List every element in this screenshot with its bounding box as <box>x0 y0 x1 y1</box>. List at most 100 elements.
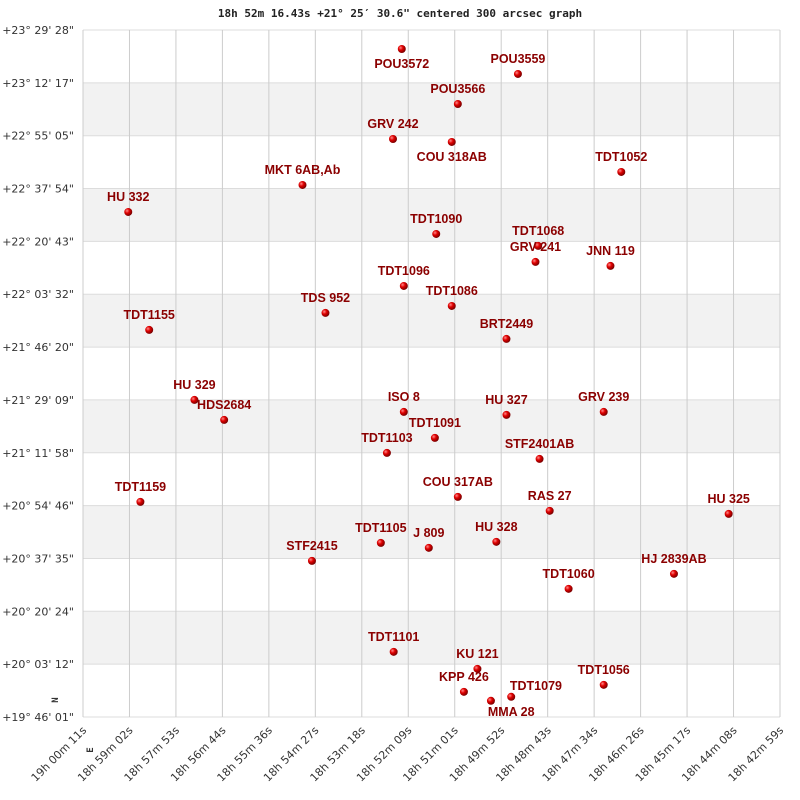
y-tick-label: +20° 37' 35" <box>2 552 74 565</box>
star-marker[interactable] <box>724 509 733 518</box>
star-point[interactable]: HJ 2839AB <box>641 552 707 578</box>
star-marker[interactable] <box>453 492 462 501</box>
plot-band <box>83 188 780 242</box>
star-label: TDT1096 <box>378 264 430 278</box>
star-label: RAS 27 <box>528 489 572 503</box>
star-label: POU3559 <box>490 52 545 66</box>
star-point[interactable]: TDS 952 <box>301 291 350 317</box>
star-point[interactable]: HU 327 <box>485 393 528 419</box>
star-point[interactable]: HDS2684 <box>197 398 251 424</box>
star-marker[interactable] <box>492 537 501 546</box>
star-marker[interactable] <box>502 334 511 343</box>
star-marker[interactable] <box>453 99 462 108</box>
y-tick-label: +21° 29' 09" <box>2 394 74 407</box>
star-marker[interactable] <box>502 410 511 419</box>
star-point[interactable]: TDT1103 <box>361 431 413 457</box>
star-marker[interactable] <box>447 301 456 310</box>
star-marker[interactable] <box>307 556 316 565</box>
star-marker[interactable] <box>220 415 229 424</box>
star-label: KPP 426 <box>439 670 489 684</box>
star-marker[interactable] <box>389 134 398 143</box>
star-point[interactable]: GRV 241 <box>510 240 561 266</box>
star-marker[interactable] <box>190 395 199 404</box>
star-marker[interactable] <box>486 696 495 705</box>
star-point[interactable]: ISO 8 <box>388 390 420 416</box>
star-label: J 809 <box>413 526 444 540</box>
star-marker[interactable] <box>534 241 543 250</box>
star-marker[interactable] <box>599 407 608 416</box>
star-point[interactable]: POU3572 <box>374 45 429 71</box>
star-label: HU 325 <box>707 492 749 506</box>
star-marker[interactable] <box>399 407 408 416</box>
star-point[interactable]: TDT1159 <box>115 480 166 506</box>
star-marker[interactable] <box>424 543 433 552</box>
star-marker[interactable] <box>545 506 554 515</box>
star-point[interactable]: COU 318AB <box>417 137 487 164</box>
star-label: GRV 242 <box>367 117 418 131</box>
star-point[interactable]: HU 329 <box>173 378 216 404</box>
y-tick-label: +20° 03' 12" <box>2 658 74 671</box>
star-point[interactable]: HU 328 <box>475 520 518 546</box>
star-marker[interactable] <box>145 325 154 334</box>
star-point[interactable]: MMA 28 <box>488 692 535 719</box>
star-point[interactable]: STF2401AB <box>505 437 574 463</box>
star-marker[interactable] <box>432 229 441 238</box>
star-point[interactable]: J 809 <box>413 526 444 552</box>
star-marker[interactable] <box>459 687 468 696</box>
star-point[interactable]: GRV 242 <box>367 117 419 143</box>
star-point[interactable]: HU 325 <box>707 492 750 518</box>
star-marker[interactable] <box>535 454 544 463</box>
star-point[interactable]: MKT 6AB,Ab <box>265 163 341 189</box>
star-marker[interactable] <box>376 538 385 547</box>
star-marker[interactable] <box>399 281 408 290</box>
star-point[interactable]: TDT1086 <box>426 284 478 310</box>
star-point[interactable]: TDT1101 <box>368 630 419 656</box>
star-label: TDT1159 <box>115 480 166 494</box>
star-point[interactable]: BRT2449 <box>480 317 534 343</box>
star-point[interactable]: TDT1060 <box>543 567 595 593</box>
star-point[interactable]: TDT1105 <box>355 521 407 547</box>
y-tick-label: +22° 03' 32" <box>2 288 74 301</box>
star-marker[interactable] <box>397 45 406 54</box>
star-point[interactable]: TDT1091 <box>409 416 461 442</box>
star-marker[interactable] <box>389 647 398 656</box>
star-marker[interactable] <box>124 207 133 216</box>
star-point[interactable]: HU 332 <box>107 190 149 216</box>
star-point[interactable]: RAS 27 <box>528 489 572 515</box>
star-point[interactable]: TDT1079 <box>486 679 562 705</box>
star-point[interactable]: TDT1155 <box>123 308 175 334</box>
star-marker[interactable] <box>513 69 522 78</box>
star-point[interactable]: TDT1052 <box>595 150 647 176</box>
star-point[interactable]: KPP 426 <box>439 670 489 696</box>
star-point[interactable]: GRV 239 <box>578 390 629 416</box>
star-point[interactable]: POU3559 <box>490 52 545 78</box>
star-marker[interactable] <box>430 433 439 442</box>
star-marker[interactable] <box>382 448 391 457</box>
star-label: POU3566 <box>430 82 485 96</box>
star-marker[interactable] <box>447 137 456 146</box>
star-marker[interactable] <box>298 180 307 189</box>
star-marker[interactable] <box>564 584 573 593</box>
star-point[interactable]: KU 121 <box>456 647 499 673</box>
star-point[interactable]: COU 317AB <box>423 475 493 501</box>
star-marker[interactable] <box>473 664 482 673</box>
star-marker[interactable] <box>599 680 608 689</box>
star-marker[interactable] <box>669 569 678 578</box>
star-marker[interactable] <box>617 167 626 176</box>
star-label: GRV 239 <box>578 390 629 404</box>
star-marker[interactable] <box>136 497 145 506</box>
star-marker[interactable] <box>507 692 516 701</box>
star-point[interactable]: TDT1068 <box>512 224 564 250</box>
star-point[interactable]: TDT1096 <box>378 264 430 290</box>
star-marker[interactable] <box>321 308 330 317</box>
star-point[interactable]: JNN 119 <box>586 244 635 270</box>
plot-band <box>83 611 780 665</box>
y-tick-label: +23° 12' 17" <box>2 77 74 90</box>
star-point[interactable]: TDT1056 <box>578 663 630 689</box>
star-marker[interactable] <box>531 257 540 266</box>
star-point[interactable]: POU3566 <box>430 82 485 108</box>
star-marker[interactable] <box>606 261 615 270</box>
star-point[interactable]: TDT1090 <box>410 212 462 238</box>
star-point[interactable]: STF2415 <box>286 539 338 565</box>
